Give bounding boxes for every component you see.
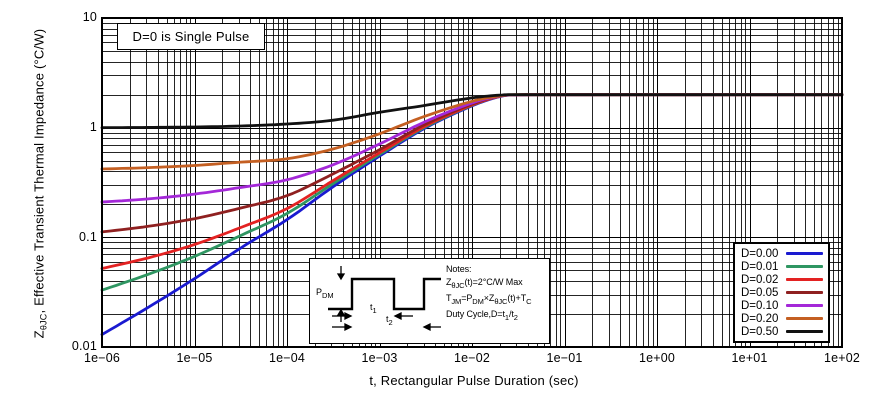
y-axis-title-subscript: θJC [38, 313, 49, 331]
legend-entry: D=0.02 [741, 273, 823, 286]
y-tick-label: 1 [89, 120, 97, 134]
legend-entry: D=0.01 [741, 260, 823, 273]
legend-box: D=0.00 D=0.01 D=0.02 D=0.05 D=0.10 D=0.2… [733, 242, 830, 343]
pulse-waveform-line [328, 277, 441, 311]
t1-label: t1 [370, 302, 377, 315]
legend-entry: D=0.10 [741, 299, 823, 312]
x-tick-label: 1e−06 [83, 351, 121, 365]
single-pulse-annotation-box: D=0 is Single Pulse [117, 23, 265, 50]
y-tick-label: 0.01 [71, 339, 97, 353]
pulse-waveform-diagram [328, 266, 441, 332]
x-tick-label: 1e−04 [268, 351, 306, 365]
x-tick-label: 1e−01 [546, 351, 583, 365]
legend-label: D=0.00 [741, 247, 779, 260]
y-axis-title: ZθJC, Effective Transient Thermal Impeda… [32, 0, 51, 374]
y-axis-title-rest: , Effective Transient Thermal Impedance … [31, 28, 47, 314]
t2-label: t2 [386, 314, 393, 327]
y-tick-label: 0.1 [79, 230, 97, 244]
t2-period-arrows [332, 322, 441, 332]
x-tick-label: 1e−05 [176, 351, 213, 365]
legend-entry: D=0.50 [741, 325, 823, 338]
x-tick-label: 1e−03 [361, 351, 398, 365]
t1-duration-arrows [332, 311, 413, 321]
notes-title: Notes: [446, 264, 472, 274]
legend-line-swatch [786, 278, 823, 281]
legend-entry: D=0.00 [741, 247, 823, 260]
legend-label: D=0.02 [741, 273, 779, 286]
x-axis-title: t, Rectangular Pulse Duration (sec) [369, 373, 579, 388]
notes-line-duty-cycle: Duty Cycle,D=t1/t2 [446, 309, 518, 323]
notes-box: PDM t1 t2 Notes: ZθJC(t)=2°C/W Max TJM=P… [309, 258, 550, 344]
legend-line-swatch [786, 304, 823, 307]
legend-entry: D=0.20 [741, 312, 823, 325]
x-tick-label: 1e+01 [731, 351, 768, 365]
legend-entry: D=0.05 [741, 286, 823, 299]
y-tick-label: 10 [82, 10, 97, 24]
x-tick-label: 1e+00 [638, 351, 676, 365]
legend-label: D=0.50 [741, 325, 779, 338]
notes-line-impedance-max: ZθJC(t)=2°C/W Max [446, 276, 523, 290]
legend-line-swatch [786, 330, 823, 333]
pdm-amplitude-arrows [336, 266, 346, 322]
legend-line-swatch [786, 317, 823, 320]
notes-text: Notes: ZθJC(t)=2°C/W Max TJM=PDM×ZθJC(t)… [446, 263, 532, 325]
legend-label: D=0.20 [741, 312, 779, 325]
y-axis-title-prefix: Z [31, 330, 47, 339]
legend-line-swatch [786, 291, 823, 294]
legend-line-swatch [786, 252, 823, 255]
legend-label: D=0.10 [741, 299, 779, 312]
pdm-label: PDM [316, 287, 334, 300]
legend-line-swatch [786, 265, 823, 268]
x-tick-label: 1e−02 [453, 351, 491, 365]
legend-label: D=0.01 [741, 260, 779, 273]
single-pulse-annotation-text: D=0 is Single Pulse [132, 29, 250, 44]
notes-line-tjm-formula: TJM=PDM×ZθJC(t)+TC [446, 292, 532, 306]
x-tick-label: 1e+02 [823, 351, 861, 365]
legend-label: D=0.05 [741, 286, 779, 299]
